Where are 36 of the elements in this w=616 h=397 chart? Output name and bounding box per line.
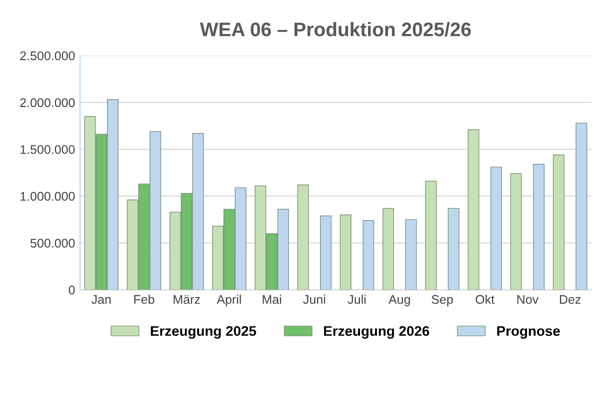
x-tick-label: April <box>216 294 241 306</box>
x-tick-label: Jan <box>92 295 111 304</box>
x-tick-label: Juni <box>303 294 326 304</box>
bar <box>297 184 309 290</box>
legend-label: Prognose <box>497 326 560 339</box>
bar <box>405 219 417 290</box>
bar <box>425 180 437 290</box>
bar <box>362 220 374 290</box>
y-tick-label: 2.000.000 <box>20 98 75 108</box>
x-tick-label: März <box>174 295 200 304</box>
bar <box>490 166 502 290</box>
bar <box>510 173 522 290</box>
x-tick-label: Feb <box>134 294 154 304</box>
bar <box>576 122 588 290</box>
y-tick-label: 500.000 <box>30 238 75 248</box>
bar <box>320 215 332 290</box>
bar <box>382 208 394 290</box>
y-tick-label: 2.500.000 <box>20 51 75 60</box>
bar <box>552 154 564 290</box>
chart-title: WEA 06 – Produktion 2025/26 <box>200 22 471 37</box>
bar <box>468 129 480 290</box>
legend-label: Erzeugung 2026 <box>324 326 430 339</box>
legend-label: Erzeugung 2025 <box>150 326 256 339</box>
x-tick-label: Okt <box>476 294 494 304</box>
x-tick-label: Mai <box>262 294 282 304</box>
y-tick-label: 1.500.000 <box>20 145 75 154</box>
bar <box>533 164 545 290</box>
x-tick-label: Juli <box>348 294 366 304</box>
x-tick-label: Aug <box>388 295 410 306</box>
bar <box>448 208 460 290</box>
y-tick-label: 1.000.000 <box>20 192 75 201</box>
bar <box>340 214 352 290</box>
x-tick-label: Sep <box>432 295 453 306</box>
x-tick-label: Dez <box>560 295 581 304</box>
x-tick-label: Nov <box>517 295 539 304</box>
y-tick-label: 0 <box>68 286 75 294</box>
